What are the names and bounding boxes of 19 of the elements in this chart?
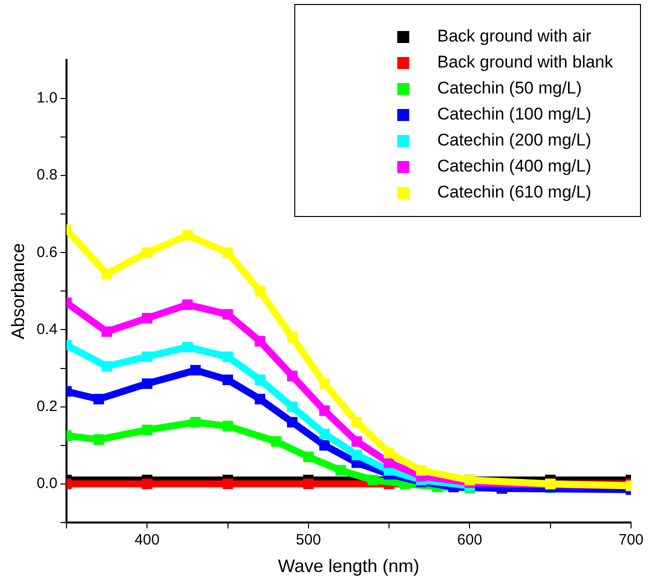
y-tick-label: 0.0 — [36, 475, 58, 492]
x-tick-label: 500 — [296, 532, 321, 549]
legend-label: Catechin (610 mg/L) — [437, 182, 592, 202]
x-tick-label: 700 — [618, 532, 644, 549]
y-tick-label: 0.8 — [36, 166, 58, 184]
y-axis-title: Absorbance — [8, 243, 28, 340]
legend-label: Catechin (50 mg/L) — [437, 78, 582, 98]
x-tick-label: 600 — [457, 532, 482, 549]
legend-label: Catechin (200 mg/L) — [437, 130, 592, 150]
x-axis-title: Wave length (nm) — [278, 556, 420, 576]
x-tick-label: 400 — [134, 532, 160, 549]
y-tick-label: 0.2 — [36, 398, 58, 415]
legend-label: Back ground with blank — [437, 52, 614, 72]
y-tick-label: 0.6 — [36, 244, 58, 261]
y-tick-label: 1.0 — [36, 90, 58, 107]
legend-label: Back ground with air — [437, 26, 592, 46]
legend-label: Catechin (100 mg/L) — [437, 104, 592, 124]
legend-label: Catechin (400 mg/L) — [437, 156, 592, 176]
y-tick-label: 0.4 — [36, 320, 58, 338]
